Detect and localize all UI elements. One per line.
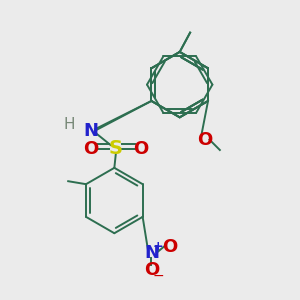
Text: O: O [144,261,159,279]
Text: O: O [134,140,149,158]
Text: O: O [197,130,213,148]
Text: O: O [83,140,98,158]
Text: S: S [109,139,123,158]
Text: O: O [162,238,177,256]
Text: −: − [152,269,164,283]
Text: H: H [64,117,76,132]
Text: N: N [83,122,98,140]
Text: +: + [153,239,163,253]
Text: N: N [144,244,159,262]
